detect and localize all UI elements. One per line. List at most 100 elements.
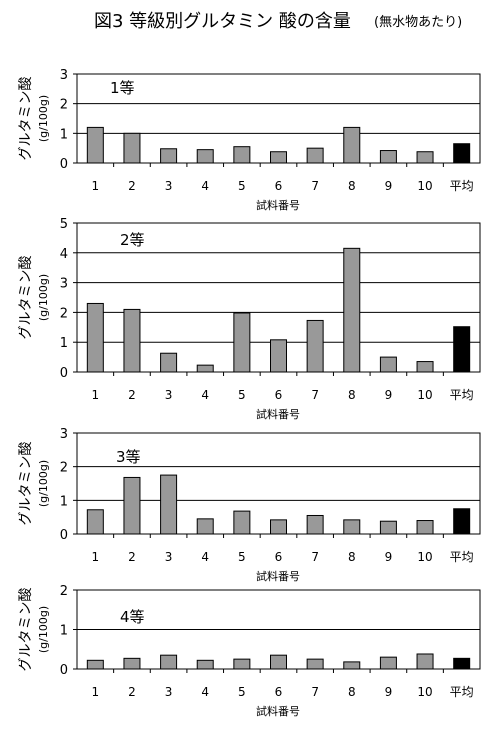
x-tick-label: 1	[91, 179, 99, 193]
y-tick-label: 3	[60, 277, 68, 292]
y-tick-label: 2	[60, 584, 68, 599]
x-tick-label: 3	[165, 179, 173, 193]
bar-11	[453, 143, 471, 164]
y-axis-label: グルタミン酸	[18, 256, 34, 340]
y-tick-label: 3	[60, 68, 68, 83]
bar-4	[196, 659, 214, 670]
x-tick-label: 1	[91, 550, 99, 564]
x-tick-label: 4	[201, 550, 209, 564]
grade-label: 4等	[120, 608, 145, 626]
y-axis-unit: (g/100g)	[37, 95, 50, 142]
y-axis-label: グルタミン酸	[18, 588, 34, 672]
x-tick-label: 4	[201, 388, 209, 402]
y-tick-label: 0	[60, 366, 68, 381]
bar-5	[233, 658, 251, 670]
bar-1	[86, 126, 104, 164]
y-tick-label: 0	[60, 663, 68, 678]
x-tick-label: 9	[385, 388, 393, 402]
x-tick-label: 2	[128, 685, 136, 699]
bar-10	[416, 520, 434, 535]
bar-2	[123, 132, 141, 164]
figure-subtitle: (無水物あたり)	[374, 15, 462, 30]
x-tick-label: 6	[275, 685, 283, 699]
x-tick-label: 7	[311, 550, 319, 564]
bar-1	[86, 659, 104, 670]
y-tick-label: 1	[60, 127, 68, 142]
bar-11	[453, 657, 471, 670]
bar-10	[416, 151, 434, 164]
bar-2	[123, 308, 141, 373]
x-tick-label: 10	[417, 685, 432, 699]
grade-label: 1等	[110, 79, 135, 97]
x-tick-label: 10	[417, 388, 432, 402]
bar-3	[160, 474, 178, 535]
y-tick-label: 1	[60, 494, 68, 509]
y-axis-unit: (g/100g)	[37, 606, 50, 653]
bar-9	[379, 356, 397, 373]
x-tick-label: 1	[91, 685, 99, 699]
bar-6	[270, 519, 287, 535]
y-axis-unit: (g/100g)	[37, 460, 50, 507]
y-tick-label: 3	[60, 427, 68, 442]
bar-9	[379, 150, 397, 164]
bar-9	[379, 656, 397, 670]
bar-5	[233, 510, 251, 535]
grade-label: 3等	[116, 448, 141, 466]
bar-6	[270, 654, 287, 670]
x-tick-label: 9	[385, 179, 393, 193]
x-tick-label: 2	[128, 388, 136, 402]
bar-2	[123, 476, 141, 535]
x-axis-label: 試料番号	[256, 407, 300, 421]
x-tick-label: 8	[348, 685, 356, 699]
bar-4	[196, 518, 214, 535]
x-tick-label: 6	[275, 550, 283, 564]
y-tick-label: 0	[60, 528, 68, 543]
bar-4	[196, 149, 214, 164]
y-tick-label: 2	[60, 98, 68, 113]
x-tick-label: 平均	[450, 388, 474, 402]
x-tick-label: 平均	[450, 179, 474, 193]
bar-10	[416, 361, 434, 373]
bar-8	[343, 661, 361, 670]
x-tick-label: 6	[275, 179, 283, 193]
x-tick-label: 8	[348, 179, 356, 193]
bar-6	[270, 339, 287, 373]
bar-7	[306, 658, 324, 670]
bar-2	[123, 657, 141, 670]
x-axis-label: 試料番号	[256, 198, 300, 212]
bar-1	[86, 302, 104, 373]
bar-3	[160, 654, 178, 670]
x-tick-label: 2	[128, 179, 136, 193]
grade-label: 2等	[120, 231, 145, 249]
y-tick-label: 4	[60, 247, 68, 262]
x-tick-label: 9	[385, 550, 393, 564]
y-tick-label: 0	[60, 157, 68, 172]
x-tick-label: 10	[417, 550, 432, 564]
x-tick-label: 8	[348, 550, 356, 564]
x-tick-label: 3	[165, 388, 173, 402]
bar-6	[270, 151, 287, 164]
y-tick-label: 2	[60, 461, 68, 476]
x-tick-label: 7	[311, 179, 319, 193]
y-tick-label: 5	[60, 217, 68, 232]
bar-8	[343, 247, 361, 373]
bar-5	[233, 312, 251, 373]
x-axis-label: 試料番号	[256, 704, 300, 718]
x-tick-label: 平均	[450, 685, 474, 699]
x-tick-label: 7	[311, 685, 319, 699]
y-tick-label: 1	[60, 336, 68, 351]
y-axis-unit: (g/100g)	[37, 274, 50, 321]
x-tick-label: 平均	[450, 550, 474, 564]
bar-7	[306, 147, 324, 164]
bar-9	[379, 520, 397, 535]
bar-3	[160, 352, 178, 373]
x-tick-label: 6	[275, 388, 283, 402]
x-tick-label: 5	[238, 685, 246, 699]
bar-10	[416, 653, 434, 670]
x-tick-label: 5	[238, 388, 246, 402]
